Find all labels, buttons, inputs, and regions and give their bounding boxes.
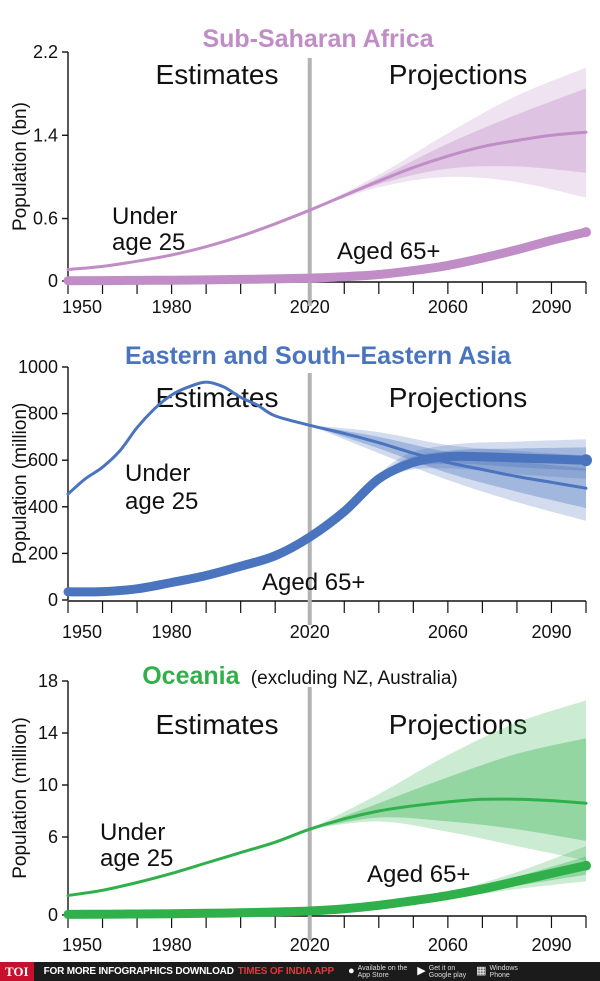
series-label-age-25: age 25 — [100, 845, 173, 872]
app-store-line1: Available on the — [357, 964, 408, 972]
uncertainty-band-under-25 — [309, 700, 586, 861]
series-line-aged-65 — [63, 451, 591, 597]
y-tick-label: 0 — [48, 590, 58, 610]
x-tick-label: 1950 — [62, 622, 102, 642]
x-tick-label: 1980 — [152, 622, 192, 642]
uncertainty-band-under-25 — [309, 425, 586, 521]
windows-phone-line1: Windows — [489, 964, 518, 972]
chart-title: Sub-Saharan Africa — [202, 25, 434, 53]
projections-label: Projections — [389, 709, 528, 740]
y-axis-label: Population (million) — [10, 403, 31, 565]
windows-phone-badge[interactable]: ▦ Windows Phone — [476, 965, 518, 979]
series-label-age-25: age 25 — [112, 229, 185, 256]
y-tick-label: 2.2 — [33, 42, 58, 62]
x-tick-label: 2060 — [428, 622, 468, 642]
uncertainty-band-under-25 — [309, 738, 586, 841]
google-play-badge[interactable]: ▶ Get it on Google play — [417, 965, 466, 979]
x-tick-label: 1950 — [62, 297, 102, 317]
y-tick-label: 1000 — [18, 357, 58, 377]
chart-title-text: Oceania — [142, 662, 240, 690]
series-line-under-25 — [66, 130, 588, 272]
y-tick-label: 1.4 — [33, 125, 58, 145]
y-tick-label: 400 — [28, 497, 58, 517]
app-store-line2: App Store — [357, 971, 389, 979]
series-label-under: Under — [125, 460, 190, 487]
uncertainty-band-aged-65 — [378, 856, 586, 906]
chart-panel-oceania: Oceania (excluding NZ, Australia) Populat… — [10, 662, 591, 955]
uncertainty-band-under-25 — [309, 67, 586, 211]
estimates-label: Estimates — [156, 382, 279, 413]
x-tick-label: 2090 — [531, 622, 571, 642]
y-tick-label: 10 — [38, 775, 58, 795]
apple-icon: ● — [347, 965, 355, 977]
y-axis-label: Population (bn) — [10, 102, 31, 231]
x-tick-label: 1950 — [62, 935, 102, 955]
y-tick-label: 0 — [48, 905, 58, 925]
windows-phone-line2: Phone — [489, 971, 510, 979]
series-line-aged-65 — [63, 227, 591, 286]
projections-label: Projections — [389, 382, 528, 413]
chart-title: Eastern and South−Eastern Asia — [125, 342, 512, 370]
series-label-aged-65: Aged 65+ — [337, 238, 440, 265]
chart-title: Oceania (excluding NZ, Australia) — [142, 662, 458, 690]
google-play-line2: Google play — [428, 971, 467, 979]
series-label-aged-65: Aged 65+ — [367, 861, 470, 888]
chart-panel-africa: Sub-Saharan Africa Population (bn) 0 0.6 1.4… — [10, 25, 591, 317]
x-tick-label: 1980 — [152, 297, 192, 317]
y-tick-label: 14 — [38, 723, 58, 743]
series-line-aged-65 — [63, 861, 591, 919]
chart-subtitle: (excluding NZ, Australia) — [246, 668, 458, 689]
y-tick-label: 0 — [48, 271, 58, 291]
x-tick-label: 2090 — [531, 935, 571, 955]
x-tick-label: 2060 — [428, 297, 468, 317]
y-tick-label: 200 — [28, 543, 58, 563]
x-tick-label: 2060 — [428, 935, 468, 955]
series-line-under-25 — [66, 380, 588, 496]
footer-promo-brand[interactable]: TIMES OF INDIA APP — [237, 966, 334, 977]
estimates-label: Estimates — [156, 59, 279, 90]
uncertainty-band-under-25 — [309, 425, 586, 508]
x-tick-label: 2020 — [290, 622, 330, 642]
series-label-aged-65: Aged 65+ — [262, 569, 365, 596]
x-tick-label: 2020 — [290, 297, 330, 317]
x-tick-label: 1980 — [152, 935, 192, 955]
series-end-marker — [581, 227, 591, 238]
y-tick-label: 6 — [48, 827, 58, 847]
y-axis-label: Population (million) — [10, 717, 31, 879]
series-end-marker — [580, 454, 592, 467]
y-tick-label: 600 — [28, 450, 58, 470]
series-line-under-25 — [66, 797, 588, 897]
y-tick-label: 800 — [28, 404, 58, 424]
projections-label: Projections — [389, 59, 528, 90]
y-tick-label: 18 — [38, 671, 58, 691]
google-play-line1: Get it on — [428, 964, 456, 972]
google-play-icon: ▶ — [417, 965, 426, 977]
toi-logo: TOI — [0, 962, 34, 981]
windows-icon: ▦ — [476, 965, 487, 977]
footer-promo-text: FOR MORE INFOGRAPHICS DOWNLOAD — [43, 966, 234, 977]
series-label-age-25: age 25 — [125, 488, 198, 515]
estimates-label: Estimates — [156, 709, 279, 740]
series-end-marker — [581, 860, 591, 871]
series-label-under: Under — [100, 819, 165, 846]
x-tick-label: 2020 — [290, 935, 330, 955]
footer-bar: TOI FOR MORE INFOGRAPHICS DOWNLOAD TIMES… — [0, 962, 600, 981]
app-store-badge[interactable]: ● Available on the App Store — [348, 965, 407, 979]
series-label-under: Under — [112, 203, 177, 230]
chart-panel-asia: Eastern and South−Eastern Asia Population… — [10, 342, 592, 642]
x-tick-label: 2090 — [531, 297, 571, 317]
y-tick-label: 0.6 — [33, 209, 58, 229]
